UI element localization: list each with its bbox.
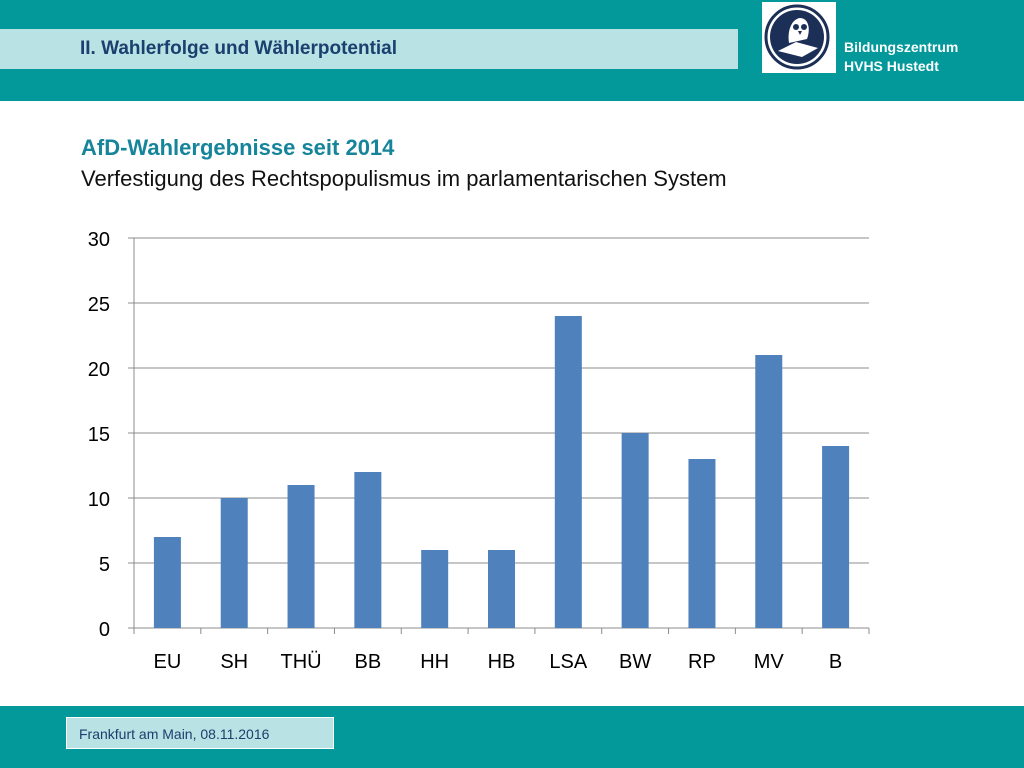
y-tick-label: 30 [88, 229, 110, 251]
bar-b [822, 446, 850, 628]
y-tick-label: 25 [88, 294, 110, 316]
bar-rp [688, 459, 716, 628]
bar-eu [153, 537, 181, 628]
x-tick-label: EU [154, 651, 182, 673]
x-tick-label: LSA [549, 651, 587, 673]
x-tick-label: B [829, 651, 842, 673]
bar-mv [755, 355, 783, 628]
x-tick-label: RP [688, 651, 716, 673]
y-tick-label: 0 [99, 619, 110, 641]
owl-emblem-icon [764, 4, 830, 70]
x-tick-label: HH [420, 651, 449, 673]
y-tick-label: 5 [99, 554, 110, 576]
bar-sh [220, 498, 248, 628]
bar-hb [488, 550, 515, 628]
bar-bb [354, 472, 382, 628]
slide-subheading: Verfestigung des Rechtspopulismus im par… [81, 166, 727, 191]
bar-bw [621, 433, 649, 628]
x-tick-label: THÜ [280, 651, 321, 673]
x-tick-label: HB [488, 651, 516, 673]
footer-date-location: Frankfurt am Main, 08.11.2016 [79, 726, 270, 742]
y-tick-label: 20 [88, 359, 110, 381]
x-tick-label: SH [220, 651, 248, 673]
x-tick-label: BB [355, 651, 382, 673]
footer-box: Frankfurt am Main, 08.11.2016 [66, 717, 334, 749]
section-title: II. Wahlerfolge und Wählerpotential [80, 38, 398, 59]
brand-name: Bildungszentrum HVHS Hustedt [844, 38, 958, 76]
bar-hh [421, 550, 449, 628]
bar-lsa [554, 316, 582, 628]
brand-line-2: HVHS Hustedt [844, 58, 939, 74]
x-tick-label: BW [619, 651, 651, 673]
y-tick-label: 15 [88, 424, 110, 446]
x-tick-label: MV [754, 651, 785, 673]
bar-thü [287, 485, 315, 628]
slide-heading: AfD-Wahlergebnisse seit 2014 [81, 135, 395, 160]
y-tick-label: 10 [88, 489, 110, 511]
section-bar [0, 29, 738, 69]
brand-line-1: Bildungszentrum [844, 39, 959, 55]
logo [762, 2, 836, 73]
